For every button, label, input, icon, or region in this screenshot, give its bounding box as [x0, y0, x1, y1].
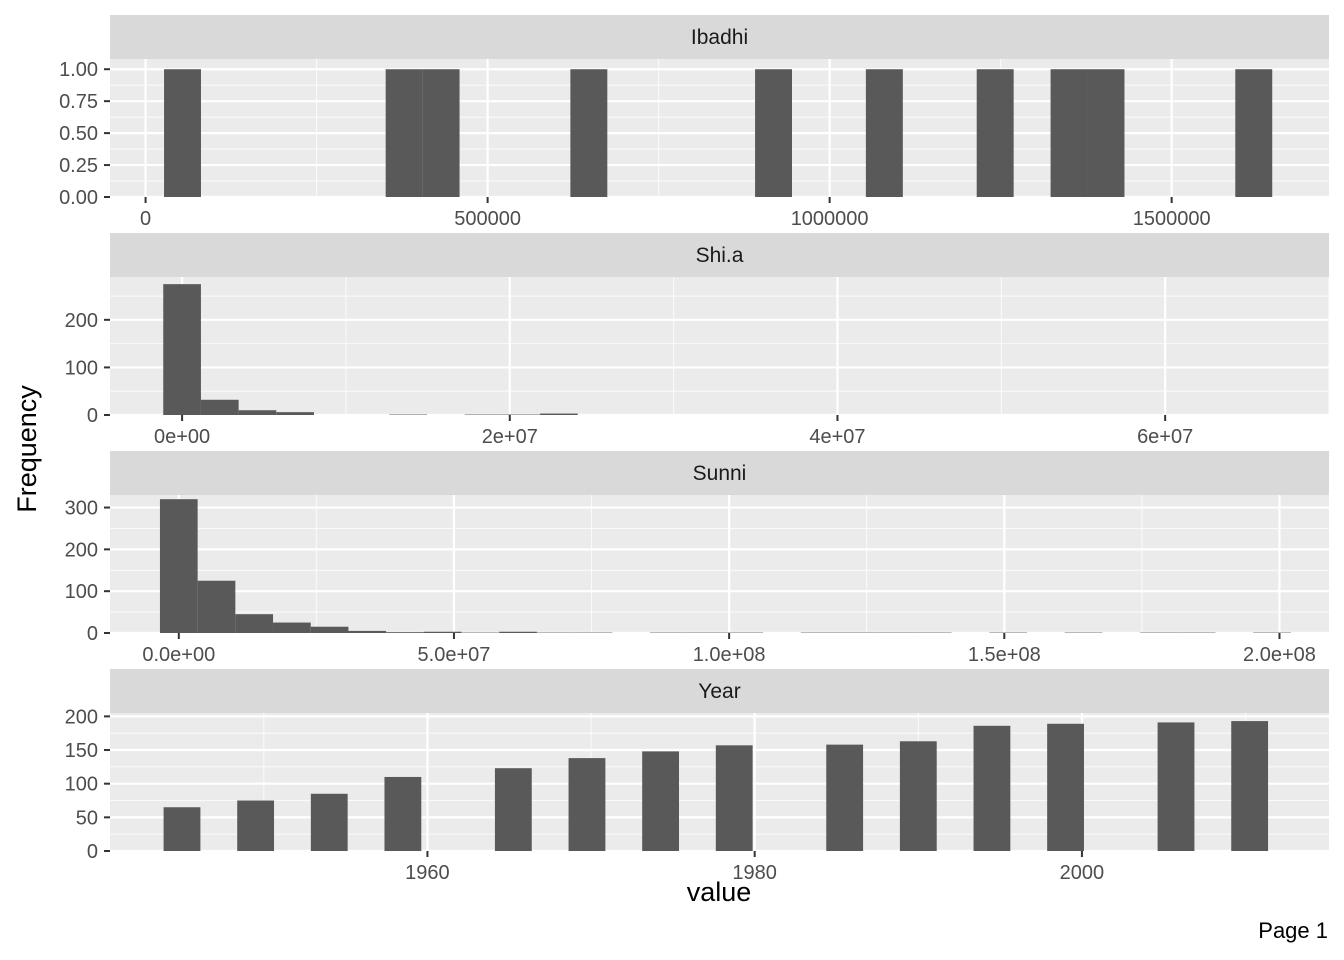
histogram-bar — [163, 807, 201, 851]
x-tick-label: 2.0e+08 — [1243, 644, 1316, 666]
histogram-bar — [237, 800, 275, 851]
y-tick-label: 0 — [87, 623, 98, 645]
x-tick-label: 1500000 — [1133, 208, 1211, 230]
panel-year: Year 1960 1980 2000 0 50 100 150 200 — [65, 669, 1329, 884]
x-tick-label: 1.5e+08 — [968, 644, 1041, 666]
panel-ibadhi: Ibadhi 0 500000 1000000 1500000 0.00 0.25 0.50 0… — [59, 15, 1329, 230]
panel-background — [110, 277, 1329, 415]
histogram-bar — [386, 632, 424, 633]
y-tick-label: 200 — [65, 310, 98, 332]
histogram-bar — [540, 413, 578, 415]
panel-sunni: Sunni 0.0e+00 5.0e+07 1.0e+08 1.5e+08 2.0e+08… — [65, 451, 1329, 666]
x-tick-label: 0 — [140, 208, 151, 230]
facet-strip-label: Shi.a — [696, 244, 744, 267]
histogram-bar — [1157, 722, 1195, 851]
histogram-bar — [755, 69, 793, 197]
histogram-bar — [973, 725, 1011, 851]
y-tick-label: 0.75 — [59, 91, 98, 113]
x-tick-label: 500000 — [454, 208, 521, 230]
histogram-bar — [276, 412, 314, 415]
x-tick-label: 1000000 — [791, 208, 869, 230]
y-tick-label: 100 — [65, 581, 98, 603]
histogram-bar — [235, 614, 274, 633]
y-tick-label: 50 — [76, 807, 98, 829]
histogram-bar — [1231, 721, 1269, 851]
panel-background — [110, 59, 1329, 197]
x-tick-label: 2000 — [1060, 862, 1105, 884]
histogram-bar — [273, 622, 311, 633]
panel-background — [110, 495, 1329, 633]
facet-strip — [110, 669, 1329, 713]
panel-shi-a: Shi.a 0e+00 2e+07 4e+07 6e+07 0 100 200 — [65, 233, 1330, 448]
histogram-bar — [164, 69, 201, 197]
x-tick-label: 0.0e+00 — [142, 644, 215, 666]
histogram-bar — [384, 776, 422, 851]
histogram-bar — [348, 630, 387, 633]
y-tick-label: 0 — [87, 841, 98, 863]
histogram-bar — [385, 69, 423, 197]
x-tick-label: 1960 — [405, 862, 450, 884]
facet-strip-label: Sunni — [693, 462, 747, 485]
facet-strip — [110, 233, 1329, 277]
x-tick-label: 2e+07 — [482, 426, 538, 448]
y-tick-label: 300 — [65, 498, 98, 520]
y-tick-label: 0.50 — [59, 123, 98, 145]
x-axis-title: value — [687, 877, 752, 907]
histogram-bar — [1047, 723, 1084, 851]
y-axis-title: Frequency — [12, 385, 42, 513]
histogram-bar — [163, 284, 201, 415]
histogram-bar — [568, 758, 606, 851]
histogram-bar — [826, 744, 864, 851]
x-tick-label: 1.0e+08 — [693, 644, 766, 666]
facet-strip-label: Ibadhi — [691, 26, 748, 49]
histogram-bar — [899, 741, 937, 851]
facet-strip-label: Year — [698, 680, 740, 703]
histogram-bar — [715, 745, 753, 851]
y-tick-label: 0.00 — [59, 187, 98, 209]
histogram-bar — [310, 793, 348, 851]
histogram-bar — [976, 69, 1014, 197]
facet-strip — [110, 15, 1329, 59]
y-tick-label: 200 — [65, 706, 98, 728]
x-tick-label: 6e+07 — [1137, 426, 1193, 448]
y-tick-label: 100 — [65, 357, 98, 379]
y-tick-label: 0 — [87, 405, 98, 427]
x-tick-label: 1980 — [732, 862, 777, 884]
histogram-bar — [310, 626, 349, 633]
histogram-bar — [1235, 69, 1273, 197]
histogram-bar — [423, 631, 462, 633]
facet-strip — [110, 451, 1329, 495]
histogram-bar — [197, 580, 236, 633]
histogram-bar — [499, 631, 537, 633]
x-tick-label: 0e+00 — [154, 426, 210, 448]
y-tick-label: 100 — [65, 774, 98, 796]
histogram-bar — [200, 399, 239, 415]
x-tick-label: 5.0e+07 — [418, 644, 491, 666]
y-tick-label: 150 — [65, 740, 98, 762]
histogram-bar — [865, 69, 903, 197]
histogram-bar — [159, 499, 198, 633]
histogram-bar — [238, 410, 277, 415]
page-label: Page 1 — [1258, 918, 1328, 943]
histogram-bar — [642, 751, 680, 851]
panels-layer: Ibadhi 0 500000 1000000 1500000 0.00 0.25 0.50 0… — [59, 15, 1330, 884]
histogram-bar — [1050, 69, 1088, 197]
histogram-bar — [494, 768, 532, 851]
histogram-bar — [422, 69, 460, 197]
y-tick-label: 0.25 — [59, 155, 98, 177]
histogram-bar — [570, 69, 608, 197]
y-tick-label: 1.00 — [59, 59, 98, 81]
y-tick-label: 200 — [65, 539, 98, 561]
x-tick-label: 4e+07 — [809, 426, 865, 448]
histogram-bar — [1087, 69, 1125, 197]
